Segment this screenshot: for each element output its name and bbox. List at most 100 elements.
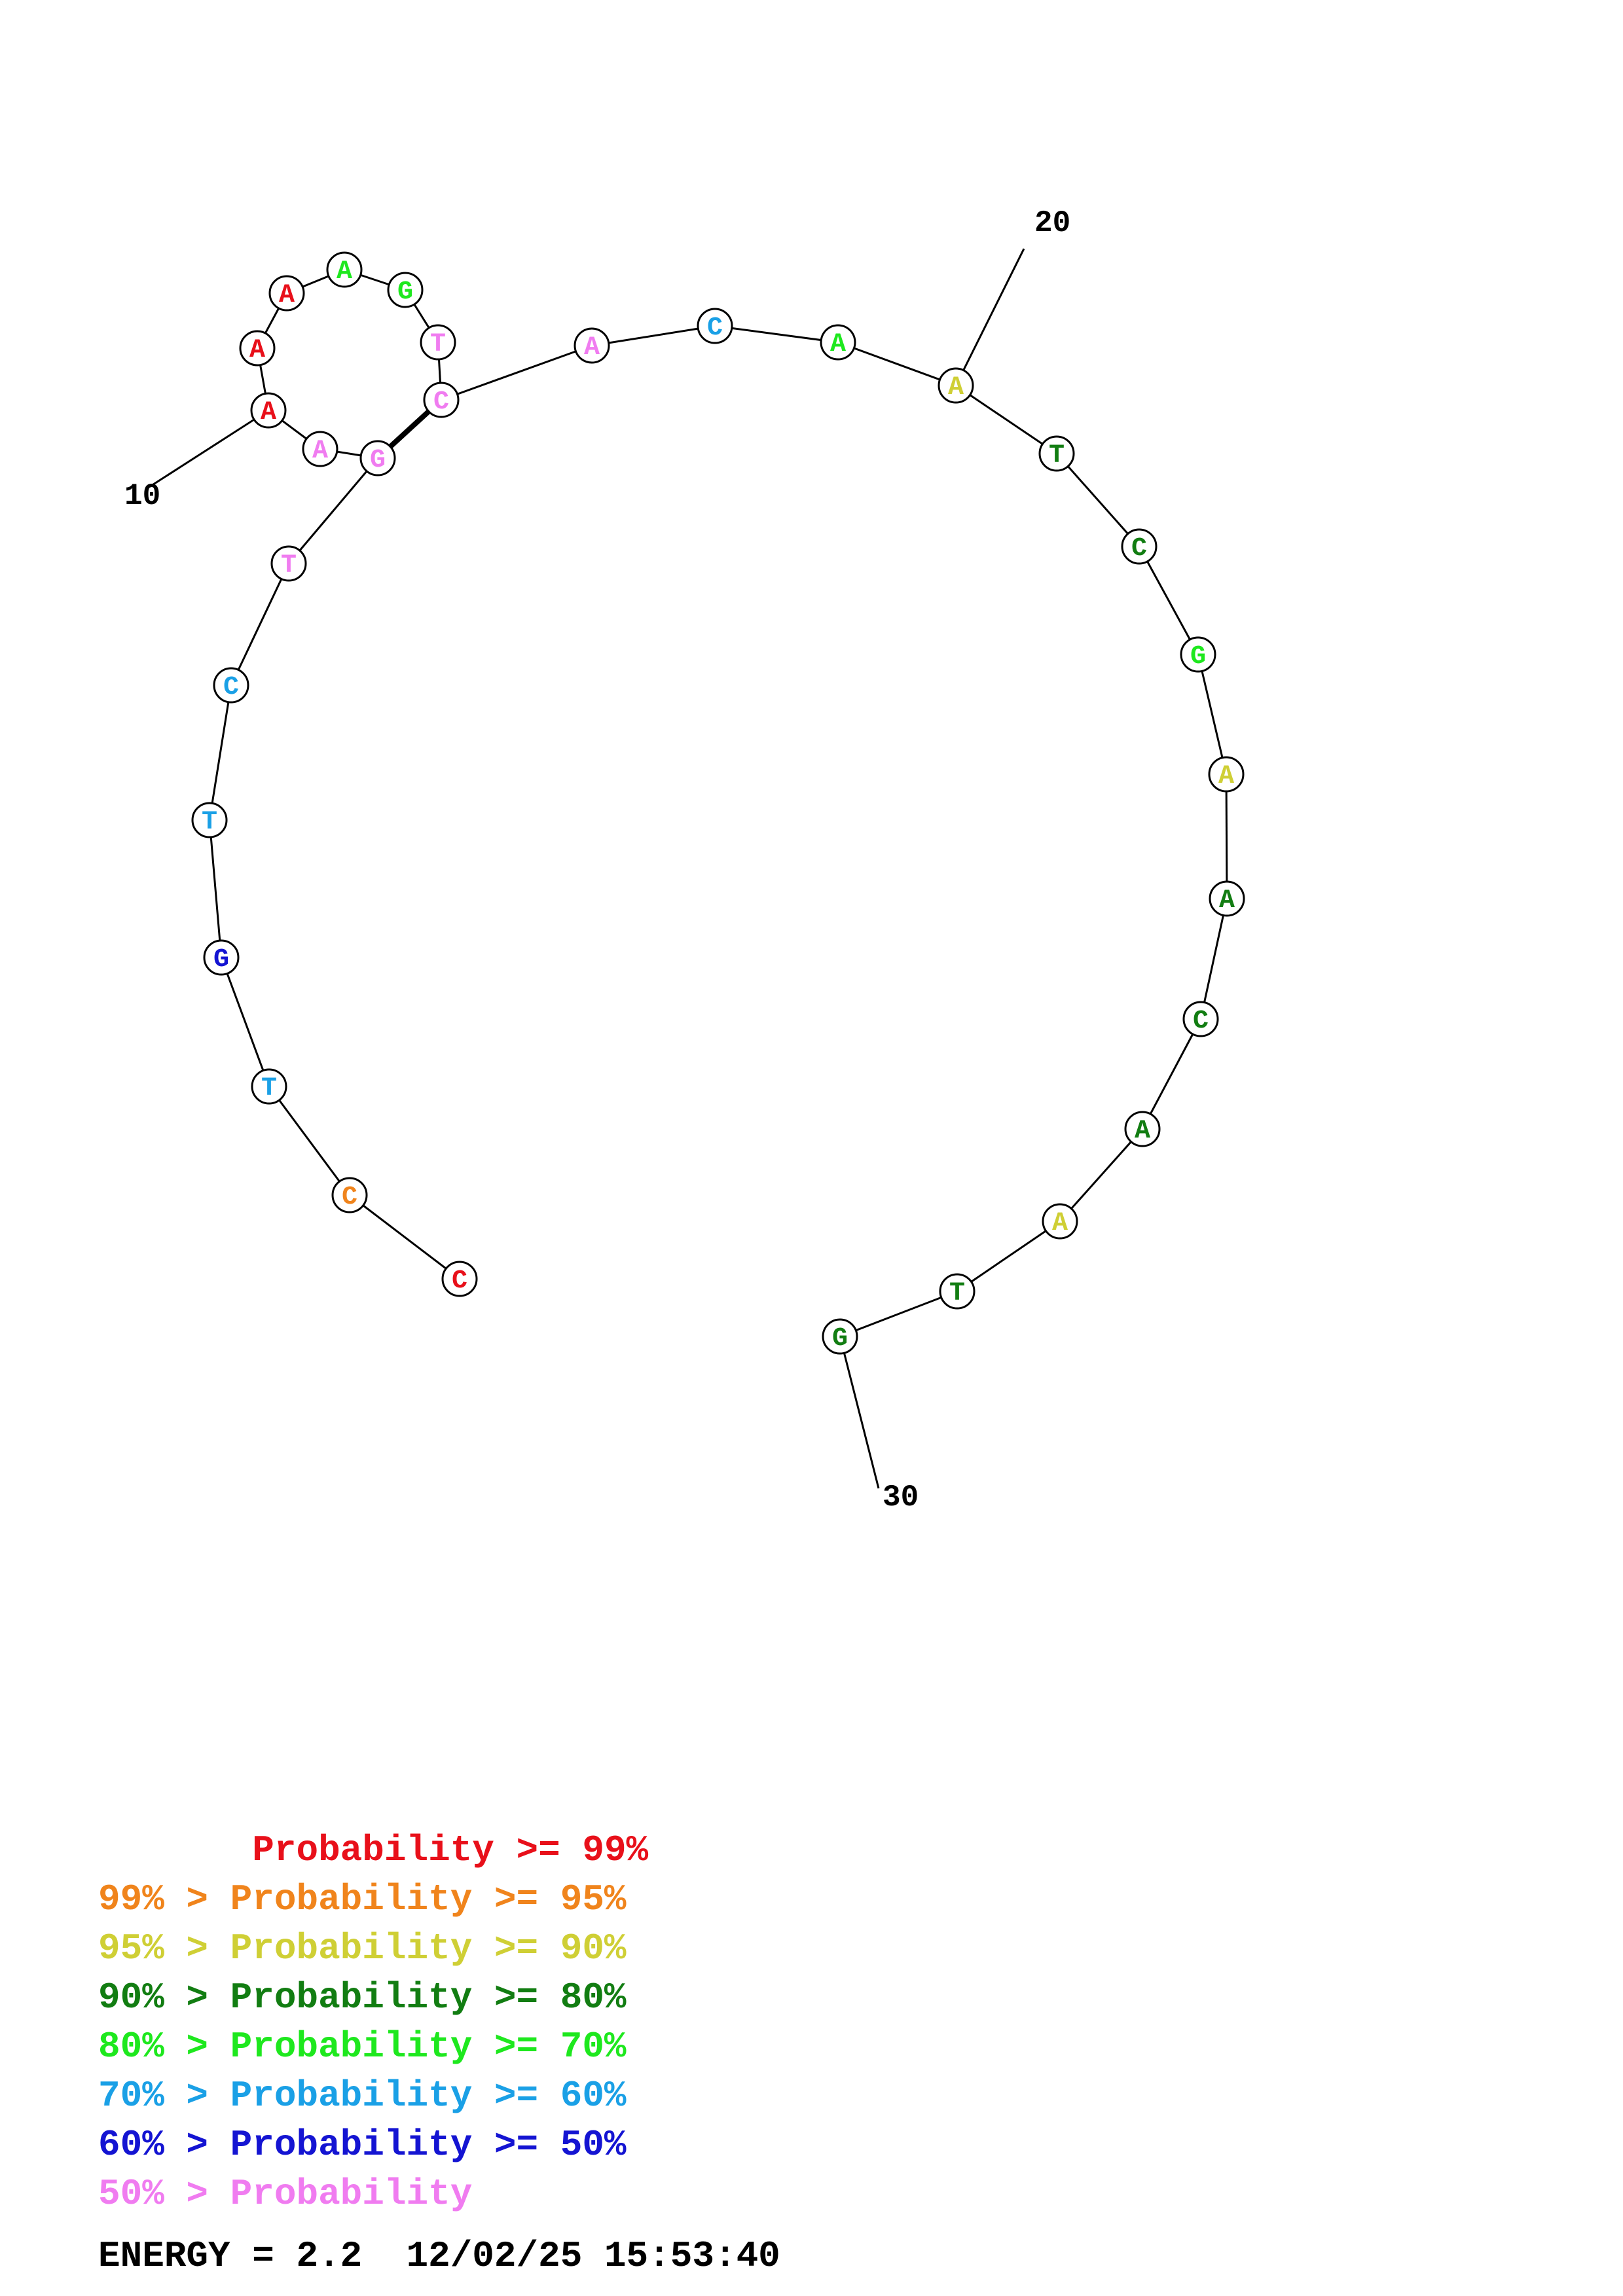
nucleotide: T	[1038, 435, 1075, 472]
position-tick-line	[149, 409, 269, 488]
nucleotide-circle	[213, 667, 249, 704]
backbone-segment	[714, 325, 839, 344]
nucleotide-letter: A	[1052, 1209, 1068, 1238]
nucleotide-letter: A	[948, 373, 964, 403]
backbone-segment	[957, 1220, 1061, 1293]
backbone-segment	[1225, 774, 1228, 899]
nucleotide-circle	[387, 272, 424, 308]
nucleotide-circle	[423, 382, 460, 418]
nucleotide-circle	[302, 431, 338, 467]
backbone-segment	[955, 384, 1057, 455]
nucleotide: A	[250, 392, 287, 429]
nucleotide-circle	[251, 1068, 287, 1105]
nucleotide-letter: C	[1193, 1007, 1209, 1036]
backbone-segment	[208, 819, 223, 958]
nucleotide-circle	[1038, 435, 1075, 472]
legend-text: Probability >= 90%	[230, 1928, 627, 1969]
nucleotide-circle	[250, 392, 287, 429]
nucleotide-letter: T	[202, 808, 217, 837]
nucleotide-letter: C	[1131, 534, 1147, 564]
backbone-segment	[1055, 453, 1140, 547]
backbone-segment	[208, 685, 232, 821]
nucleotide: C	[697, 308, 733, 344]
legend-row: 50% > Probability	[98, 2170, 648, 2219]
legend-text: Probability >= 70%	[230, 2026, 627, 2068]
nucleotide-letter: G	[1190, 642, 1206, 672]
legend-prefix	[98, 1829, 252, 1871]
nucleotide: A	[239, 330, 276, 367]
nucleotide: T	[420, 324, 456, 361]
nucleotide-letter: C	[342, 1183, 357, 1212]
nucleotide-letter: A	[337, 257, 352, 287]
legend-text: Probability >= 50%	[230, 2124, 627, 2166]
nucleotide-letter: T	[261, 1074, 277, 1103]
legend-prefix: 50% >	[98, 2173, 230, 2215]
position-tick-label: 30	[883, 1480, 919, 1515]
nucleotide-letter: A	[261, 398, 276, 427]
nucleotide-circle	[1124, 1111, 1161, 1147]
nucleotide-circle	[239, 330, 276, 367]
nucleotide-circle	[939, 1273, 976, 1310]
legend-row: 80% > Probability >= 70%	[98, 2022, 648, 2072]
nucleotide-letter: G	[397, 278, 413, 307]
position-ticks: 10 20 30	[124, 206, 1070, 1515]
nucleotide-circle	[574, 327, 610, 364]
nucleotide-letter: T	[949, 1279, 965, 1308]
nucleotide: T	[270, 545, 307, 582]
legend-text: Probability >= 99%	[252, 1829, 649, 1871]
nucleotide: A	[302, 431, 338, 467]
probability-legend: Probability >= 99% 99% > Probability >= 9…	[98, 1826, 648, 2219]
nucleotide-letter: A	[584, 333, 600, 363]
legend-prefix: 80% >	[98, 2026, 230, 2068]
nucleotide-circle	[326, 251, 363, 288]
nucleotide-letter: T	[281, 551, 297, 581]
backbone-segment	[441, 344, 593, 401]
nucleotide: G	[822, 1318, 858, 1355]
nucleotide: A	[326, 251, 363, 288]
nucleotide-letter: T	[430, 330, 446, 359]
backbone-segment	[839, 1290, 958, 1338]
legend-prefix: 70% >	[98, 2075, 230, 2117]
nucleotide-letter: A	[830, 330, 846, 359]
nucleotide-letter: A	[1219, 886, 1235, 916]
nucleotide-circle	[697, 308, 733, 344]
backbone-segment	[1141, 1018, 1202, 1130]
nucleotide: T	[939, 1273, 976, 1310]
position-tick-line	[839, 1336, 880, 1489]
nucleotide-circle	[203, 939, 240, 976]
nucleotide-letter: A	[1135, 1117, 1150, 1146]
nucleotide: C	[441, 1261, 478, 1297]
nucleotide: G	[387, 272, 424, 308]
backbone-segment	[268, 1086, 351, 1196]
nucleotide-circle	[191, 802, 228, 838]
backbone-segment	[230, 563, 290, 686]
nucleotide-letter: A	[279, 281, 295, 310]
backbone-segment	[287, 457, 379, 564]
nucleotide: A	[1208, 756, 1245, 793]
legend-row: 60% > Probability >= 50%	[98, 2121, 648, 2170]
nucleotide-circle	[938, 367, 974, 404]
backbone-segment	[1138, 546, 1199, 655]
nucleotide: T	[251, 1068, 287, 1105]
nucleotide: G	[359, 440, 396, 476]
legend-row: 90% > Probability >= 80%	[98, 1973, 648, 2022]
nucleotide: A	[938, 367, 974, 404]
legend-prefix: 99% >	[98, 1878, 230, 1920]
backbone-segment	[591, 325, 716, 347]
nucleotide-letter: G	[832, 1324, 848, 1354]
nucleotide: G	[203, 939, 240, 976]
nucleotide-letter: C	[433, 387, 449, 417]
nucleotide: C	[331, 1177, 368, 1213]
nucleotide-letter: A	[1218, 762, 1234, 791]
nucleotide: A	[1042, 1203, 1078, 1240]
timestamp: 12/02/25 15:53:40	[406, 2235, 780, 2277]
backbone-segment	[1199, 898, 1228, 1020]
nucleotide-circle	[820, 324, 856, 361]
nucleotide-circle	[420, 324, 456, 361]
legend-row: 95% > Probability >= 90%	[98, 1924, 648, 1973]
legend-prefix: 60% >	[98, 2124, 230, 2166]
nucleotide: G	[1180, 636, 1216, 673]
nucleotide: A	[820, 324, 856, 361]
